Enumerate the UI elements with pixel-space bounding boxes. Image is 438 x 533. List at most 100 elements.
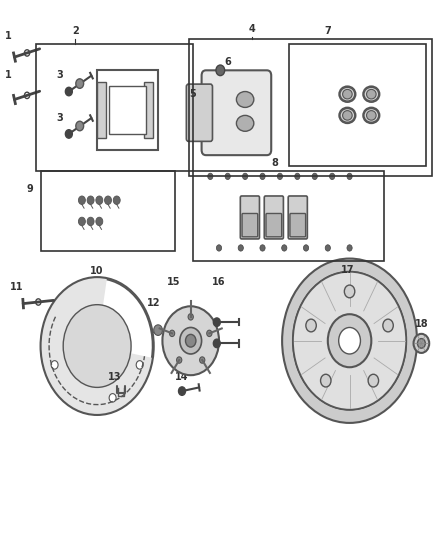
Ellipse shape [339,108,356,123]
Circle shape [188,314,193,320]
Ellipse shape [343,90,352,99]
Circle shape [207,330,212,336]
Circle shape [76,79,84,88]
Circle shape [216,65,225,76]
Circle shape [213,339,220,348]
Circle shape [113,196,120,205]
Text: 1: 1 [4,70,11,80]
Bar [36,44,193,171]
Circle shape [87,196,94,205]
Circle shape [41,277,154,415]
Ellipse shape [367,111,376,120]
Circle shape [243,173,248,180]
Wedge shape [97,279,152,358]
Bar [145,82,153,138]
Circle shape [368,374,378,387]
Circle shape [76,121,84,131]
Circle shape [109,393,116,402]
FancyBboxPatch shape [186,84,212,141]
Text: 12: 12 [147,298,160,308]
Ellipse shape [343,111,352,120]
Text: 9: 9 [26,184,33,194]
Text: 14: 14 [175,373,189,383]
Circle shape [312,173,318,180]
Ellipse shape [237,115,254,131]
FancyBboxPatch shape [290,214,306,237]
Bar [97,82,106,138]
Circle shape [96,196,103,205]
Ellipse shape [237,92,254,108]
Circle shape [383,319,393,332]
Text: 3: 3 [57,112,64,123]
Circle shape [200,357,205,363]
Text: 6: 6 [224,57,231,67]
Text: 16: 16 [212,277,226,287]
Circle shape [180,327,201,354]
Circle shape [63,305,131,387]
Text: 10: 10 [90,266,104,277]
Circle shape [260,173,265,180]
Text: 3: 3 [57,70,64,80]
Text: 1: 1 [4,30,11,41]
Circle shape [293,272,406,410]
Circle shape [325,245,330,251]
Text: 11: 11 [10,282,23,293]
Text: 4: 4 [248,25,255,34]
FancyBboxPatch shape [201,70,271,155]
Text: 5: 5 [190,89,196,99]
Text: 17: 17 [341,265,354,275]
Circle shape [417,338,425,348]
Circle shape [65,87,72,96]
Ellipse shape [363,108,380,123]
Wedge shape [282,259,417,423]
Bar [41,171,176,251]
Circle shape [87,217,94,225]
Circle shape [295,173,300,180]
Bar [110,86,146,134]
Ellipse shape [339,86,356,102]
Circle shape [179,387,185,395]
Circle shape [154,325,162,335]
Circle shape [78,196,85,205]
Bar [188,38,432,176]
Circle shape [282,245,287,251]
Text: 8: 8 [271,158,278,168]
Circle shape [216,245,222,251]
Circle shape [185,334,196,347]
Circle shape [347,173,352,180]
FancyBboxPatch shape [240,196,259,239]
Circle shape [339,327,360,354]
Circle shape [260,245,265,251]
Circle shape [136,361,143,369]
Circle shape [225,173,230,180]
Bar [97,70,158,150]
Bar [289,44,426,166]
Text: 2: 2 [72,26,79,36]
Circle shape [105,196,112,205]
Circle shape [213,318,220,326]
Text: 7: 7 [325,26,331,36]
Circle shape [162,306,219,375]
Ellipse shape [367,90,376,99]
Circle shape [347,245,352,251]
Circle shape [306,319,316,332]
FancyBboxPatch shape [264,196,283,239]
Circle shape [170,330,175,336]
Circle shape [208,173,213,180]
FancyBboxPatch shape [242,214,258,237]
Circle shape [413,334,429,353]
Ellipse shape [363,86,380,102]
FancyBboxPatch shape [288,196,307,239]
Circle shape [321,374,331,387]
Text: 15: 15 [166,277,180,287]
Circle shape [177,357,182,363]
FancyBboxPatch shape [266,214,282,237]
Bar [193,171,385,261]
Circle shape [304,245,309,251]
Circle shape [96,217,103,225]
Circle shape [65,130,72,138]
Text: 13: 13 [108,373,121,383]
Circle shape [51,361,58,369]
Circle shape [328,314,371,367]
Circle shape [344,285,355,298]
